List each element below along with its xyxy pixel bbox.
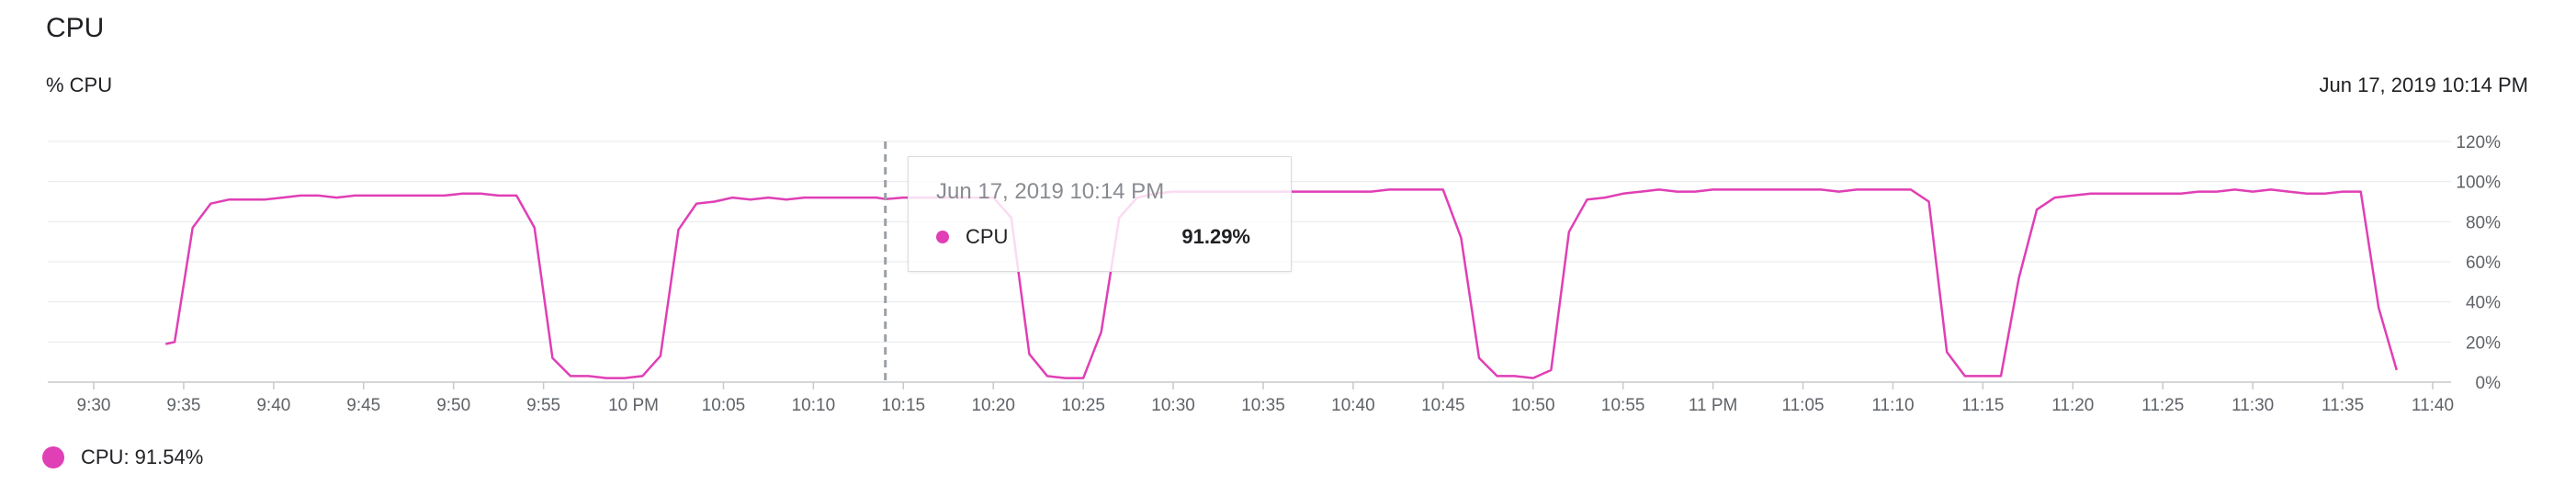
x-tick-label: 10:50: [1511, 396, 1555, 415]
x-tick-label: 10:55: [1601, 396, 1645, 415]
x-tick-label: 10 PM: [608, 396, 659, 415]
x-tick-label: 10:05: [702, 396, 746, 415]
y-tick-label: 120%: [2456, 133, 2501, 152]
tooltip-series-name: CPU: [966, 225, 1009, 248]
x-tick-label: 10:30: [1151, 396, 1195, 415]
x-tick-label: 10:20: [971, 396, 1015, 415]
x-tick-label: 11 PM: [1689, 396, 1738, 415]
y-tick-label: 80%: [2466, 213, 2501, 232]
x-tick-label: 10:35: [1241, 396, 1285, 415]
legend-item-cpu[interactable]: CPU: 91.54%: [42, 443, 203, 472]
x-tick-label: 11:40: [2412, 396, 2454, 415]
x-tick-label: 11:30: [2231, 396, 2274, 415]
x-tick-label: 10:15: [882, 396, 926, 415]
x-tick-label: 11:35: [2322, 396, 2364, 415]
unit-label: % CPU: [46, 73, 113, 96]
y-tick-label: 100%: [2456, 174, 2501, 193]
x-tick-label: 10:45: [1421, 396, 1465, 415]
legend-label: CPU: 91.54%: [81, 446, 204, 468]
cursor-timestamp: Jun 17, 2019 10:14 PM: [2319, 73, 2529, 96]
x-tick-label: 10:10: [792, 396, 836, 415]
chart-title: CPU: [46, 13, 105, 43]
x-tick-label: 11:15: [1961, 396, 2004, 415]
tooltip-series-dot-icon: [936, 231, 949, 243]
y-tick-label: 60%: [2466, 254, 2501, 273]
x-tick-label: 10:25: [1061, 396, 1105, 415]
y-tick-label: 40%: [2466, 294, 2501, 313]
x-tick-label: 11:05: [1781, 396, 1824, 415]
tooltip-timestamp: Jun 17, 2019 10:14 PM: [936, 179, 1165, 204]
x-tick-label: 9:35: [166, 396, 200, 415]
x-tick-label: 11:25: [2141, 396, 2184, 415]
x-tick-label: 9:30: [77, 396, 111, 415]
x-tick-label: 9:45: [346, 396, 380, 415]
tooltip-value: 91.29%: [1181, 225, 1250, 248]
y-tick-label: 20%: [2466, 333, 2501, 353]
chart-tooltip: Jun 17, 2019 10:14 PM CPU 91.29%: [908, 156, 1292, 272]
x-tick-label: 9:50: [436, 396, 470, 415]
x-tick-label: 9:40: [256, 396, 290, 415]
x-tick-label: 9:55: [526, 396, 560, 415]
y-tick-label: 0%: [2476, 374, 2502, 393]
x-tick-label: 11:10: [1871, 396, 1914, 415]
legend-dot-icon: [42, 446, 64, 468]
x-tick-label: 11:20: [2051, 396, 2094, 415]
x-tick-label: 10:40: [1331, 396, 1375, 415]
